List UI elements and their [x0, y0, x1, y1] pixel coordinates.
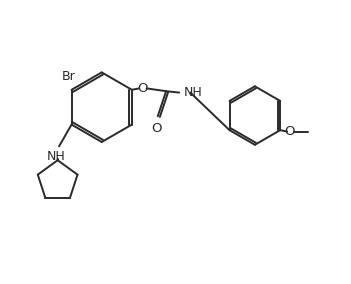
- Text: NH: NH: [47, 151, 66, 164]
- Text: NH: NH: [184, 86, 203, 99]
- Text: O: O: [151, 122, 161, 135]
- Text: O: O: [137, 82, 148, 95]
- Text: Br: Br: [62, 70, 76, 83]
- Text: O: O: [285, 125, 295, 138]
